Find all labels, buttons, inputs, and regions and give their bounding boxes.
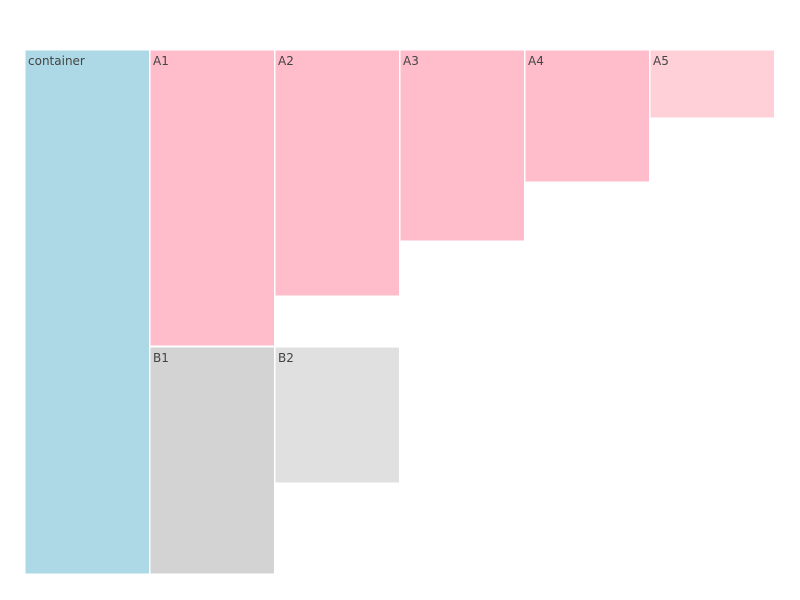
node-container-label: container bbox=[28, 54, 85, 68]
node-b1[interactable]: B1 bbox=[149, 346, 275, 575]
node-b2-rect bbox=[274, 346, 400, 484]
node-a3-label: A3 bbox=[403, 54, 419, 68]
node-a1-label: A1 bbox=[153, 54, 169, 68]
node-a4[interactable]: A4 bbox=[524, 49, 650, 183]
node-b2[interactable]: B2 bbox=[274, 346, 400, 484]
node-b1-rect bbox=[149, 346, 275, 575]
node-container[interactable]: container bbox=[24, 49, 150, 575]
node-a1[interactable]: A1 bbox=[149, 49, 275, 347]
node-a4-label: A4 bbox=[528, 54, 544, 68]
node-a2-label: A2 bbox=[278, 54, 294, 68]
node-a2-rect bbox=[274, 49, 400, 297]
node-a3-rect bbox=[399, 49, 525, 242]
node-a4-rect bbox=[524, 49, 650, 183]
node-a5[interactable]: A5 bbox=[649, 49, 775, 119]
node-b2-label: B2 bbox=[278, 351, 294, 365]
node-a5-label: A5 bbox=[653, 54, 669, 68]
node-a3[interactable]: A3 bbox=[399, 49, 525, 242]
node-container-rect bbox=[24, 49, 150, 575]
node-a2[interactable]: A2 bbox=[274, 49, 400, 297]
node-a5-rect bbox=[649, 49, 775, 119]
node-a1-rect bbox=[149, 49, 275, 347]
node-b1-label: B1 bbox=[153, 351, 169, 365]
